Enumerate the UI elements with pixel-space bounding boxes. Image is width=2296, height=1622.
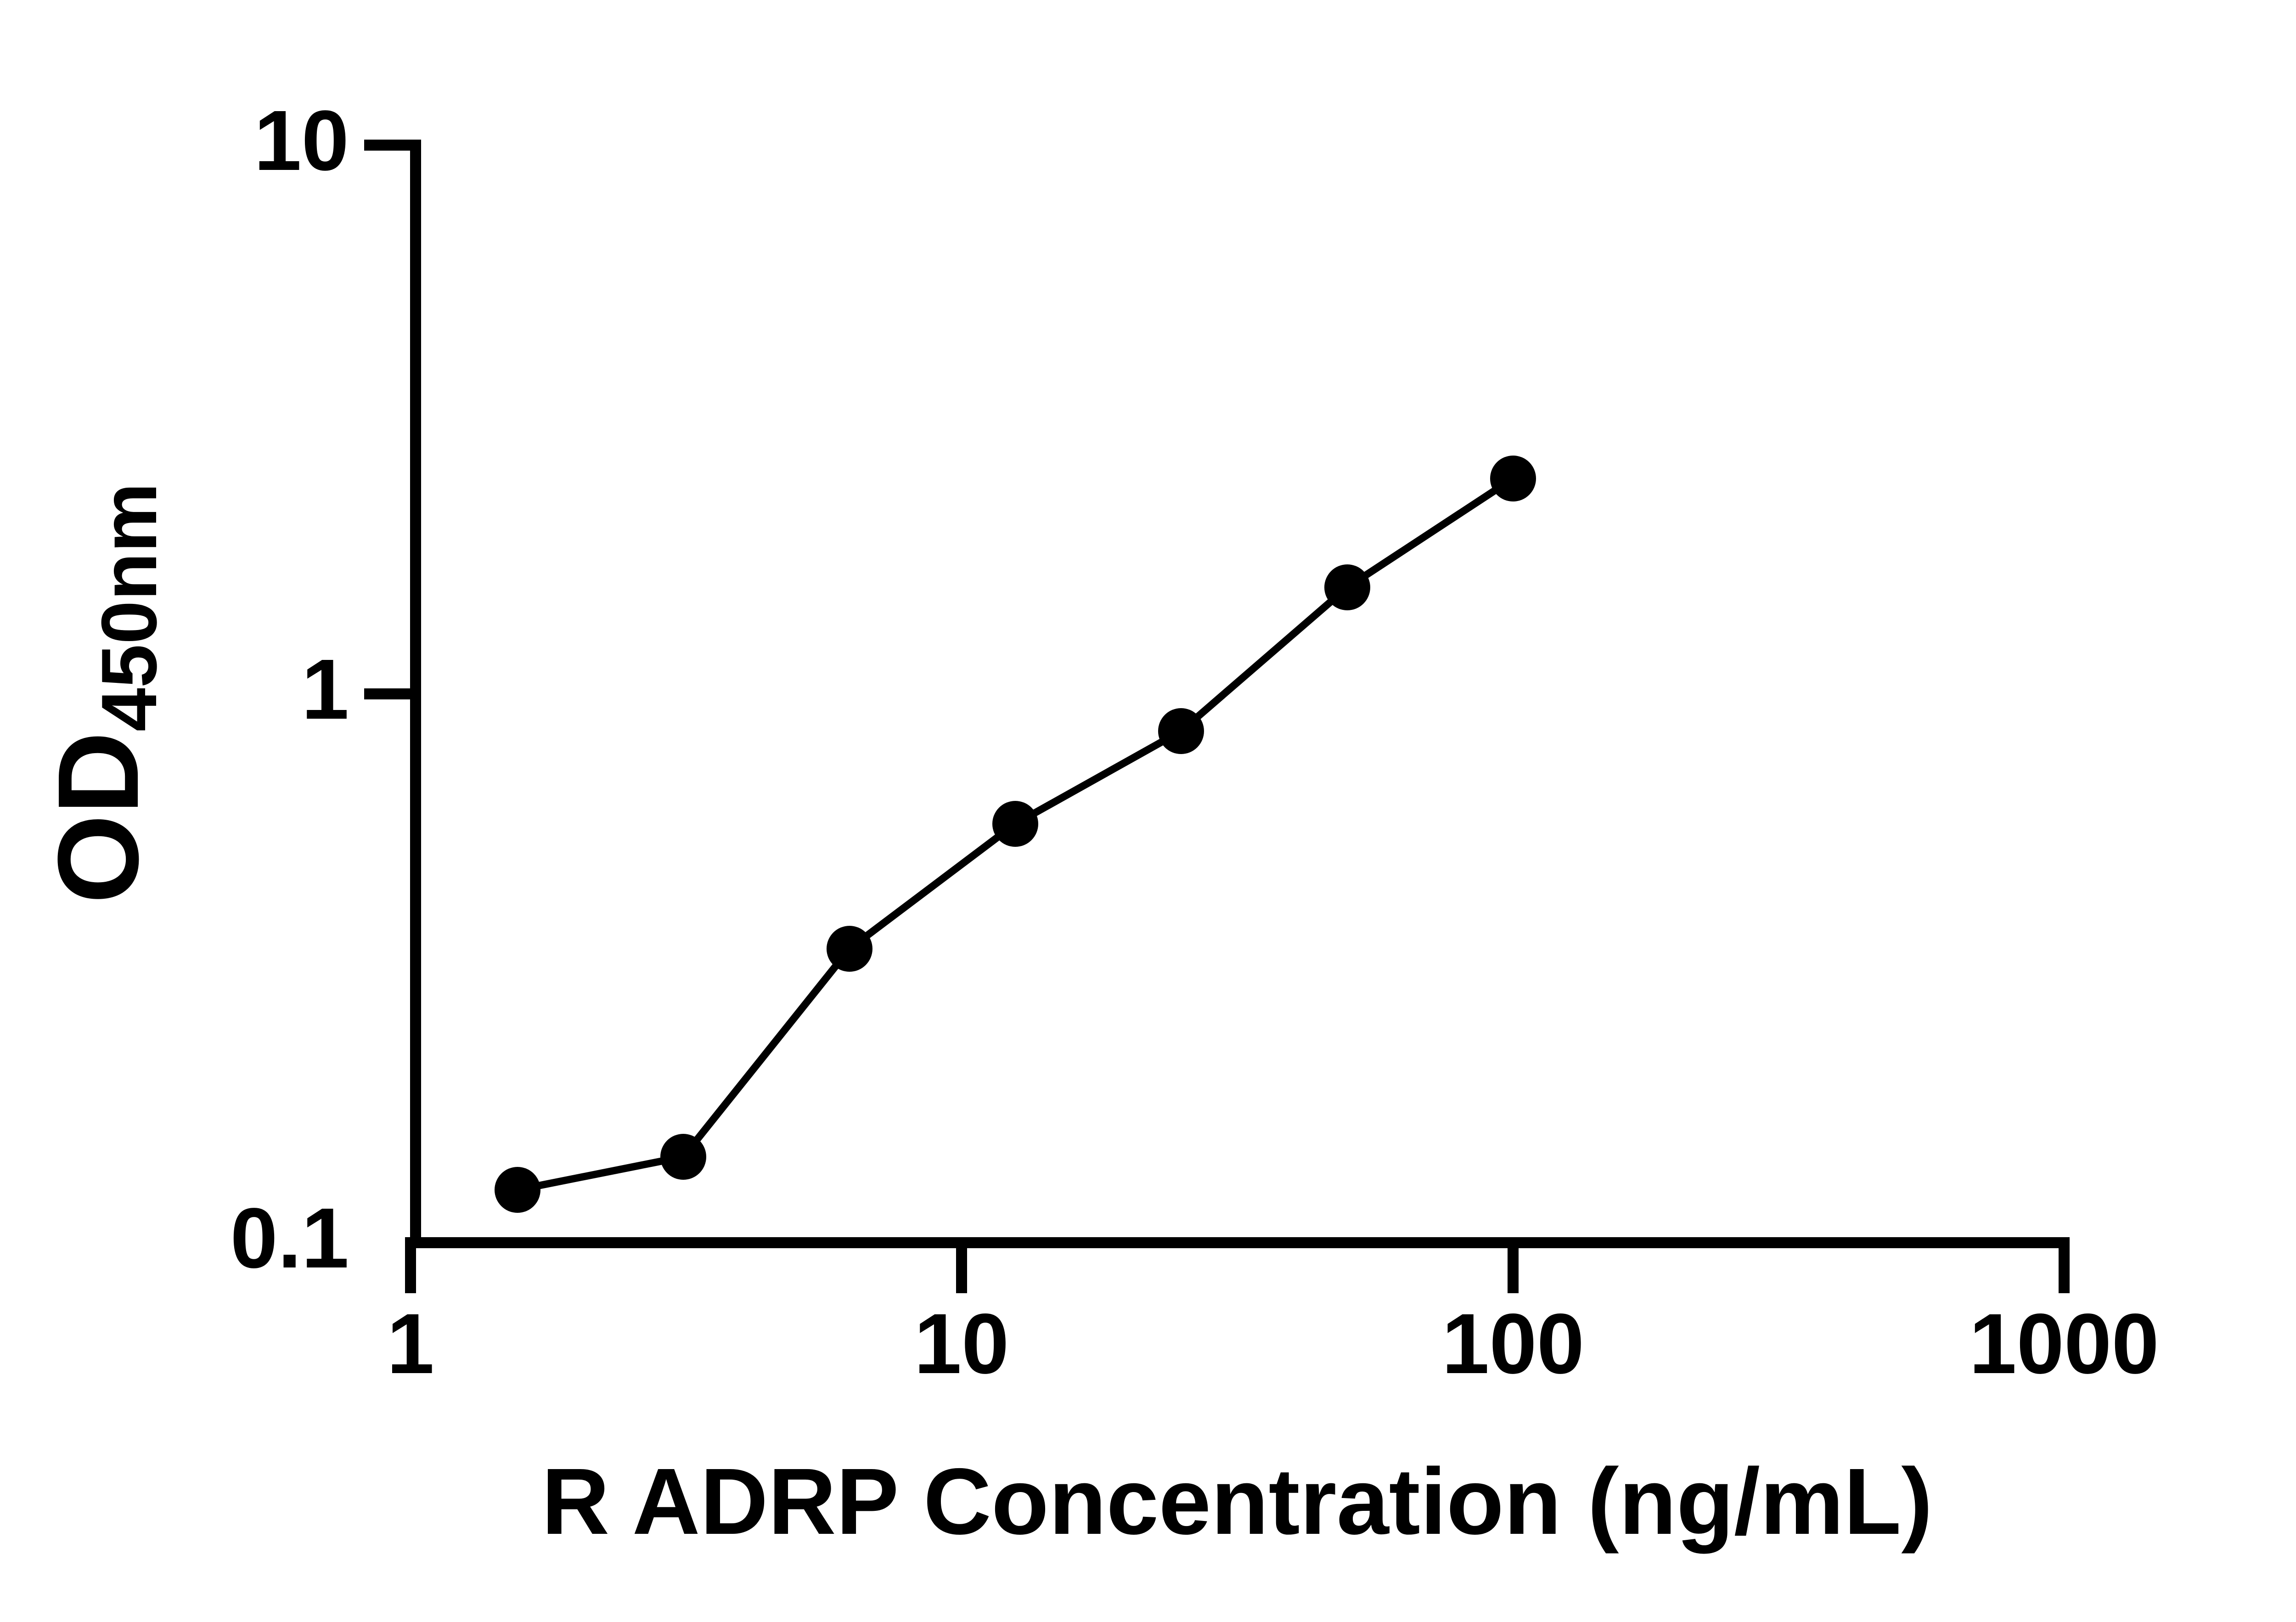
svg-text:10: 10 <box>914 1296 1009 1391</box>
svg-text:0.1: 0.1 <box>230 1191 349 1286</box>
svg-text:1000: 1000 <box>1969 1296 2159 1391</box>
svg-text:1: 1 <box>302 642 349 737</box>
svg-text:10: 10 <box>254 93 349 188</box>
svg-text:R ADRP Concentration (ng/mL): R ADRP Concentration (ng/mL) <box>541 1449 1932 1554</box>
svg-text:1: 1 <box>387 1296 434 1391</box>
svg-text:100: 100 <box>1442 1296 1584 1391</box>
